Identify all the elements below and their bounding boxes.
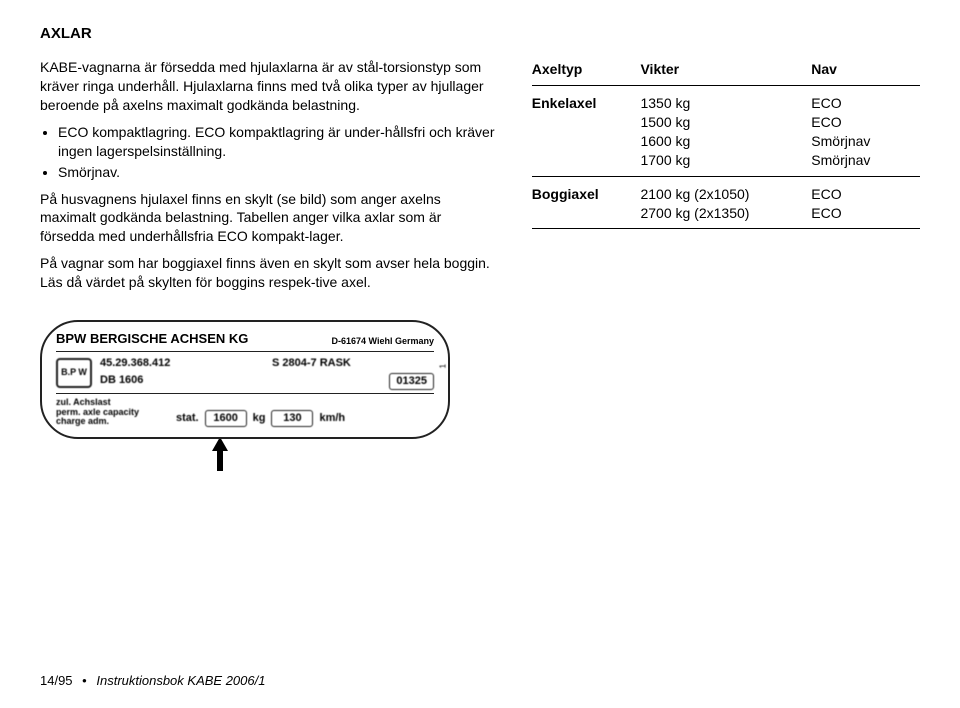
plate-field-db: DB 1606	[100, 373, 262, 390]
plate-capacity-label: zul. Achslast perm. axle capacity charge…	[56, 398, 166, 426]
table-header: Vikter	[640, 60, 811, 79]
table-cell: ECO	[811, 185, 920, 204]
plate-address: D-61674 Wiehl Germany	[332, 335, 434, 347]
pointer-arrow-icon	[200, 437, 496, 471]
table-header-row: Axeltyp Vikter Nav	[532, 60, 920, 79]
plate-divider	[56, 351, 434, 352]
table-cell: 1350 kg	[640, 94, 811, 113]
table-cell: 1700 kg	[640, 151, 811, 170]
section-heading: AXLAR	[40, 24, 920, 44]
page-footer: 14/95 • Instruktionsbok KABE 2006/1	[40, 672, 265, 690]
table-cell: 1600 kg	[640, 132, 811, 151]
table-group-boggiaxel: Boggiaxel 2100 kg (2x1050) 2700 kg (2x13…	[532, 185, 920, 223]
plate-unit-kmh: km/h	[319, 411, 345, 426]
plate-unit-kg: kg	[253, 411, 266, 426]
table-group-label: Enkelaxel	[532, 94, 641, 170]
table-separator	[532, 85, 920, 86]
table-separator	[532, 176, 920, 177]
axle-plate: BPW BERGISCHE ACHSEN KG D-61674 Wiehl Ge…	[40, 320, 450, 439]
plate-stat-weight: 1600	[205, 410, 247, 427]
bpw-logo-icon: B.P W	[56, 358, 92, 388]
table-cell: Smörjnav	[811, 132, 920, 151]
plate-stat-label: stat.	[176, 411, 199, 426]
plate-divider	[56, 393, 434, 394]
paragraph-boggi: På vagnar som har boggiaxel finns även e…	[40, 254, 496, 292]
table-group-label: Boggiaxel	[532, 185, 641, 223]
table-separator	[532, 228, 920, 229]
table-header: Nav	[811, 60, 920, 79]
right-column: Axeltyp Vikter Nav Enkelaxel 1350 kg 150…	[532, 58, 920, 470]
plate-field-type: S 2804-7 RASK	[272, 356, 434, 371]
plate-side-mark: 1	[438, 364, 449, 368]
plate-field-partno: 45.29.368.412	[100, 356, 262, 371]
axle-table: Axeltyp Vikter Nav Enkelaxel 1350 kg 150…	[532, 60, 920, 229]
plate-speed: 130	[271, 410, 313, 427]
paragraph-intro: KABE-vagnarna är försedda med hjulaxlarn…	[40, 58, 496, 115]
plate-field-serial: 01325	[389, 373, 434, 390]
axle-plate-figure: BPW BERGISCHE ACHSEN KG D-61674 Wiehl Ge…	[40, 320, 496, 471]
table-cell: 2100 kg (2x1050)	[640, 185, 811, 204]
table-cell: Smörjnav	[811, 151, 920, 170]
paragraph-skylt: På husvagnens hjulaxel finns en skylt (s…	[40, 190, 496, 247]
table-cell: ECO	[811, 113, 920, 132]
table-header: Axeltyp	[532, 60, 641, 79]
table-cell: ECO	[811, 204, 920, 223]
table-cell: 2700 kg (2x1350)	[640, 204, 811, 223]
table-group-enkelaxel: Enkelaxel 1350 kg 1500 kg 1600 kg 1700 k…	[532, 94, 920, 170]
footer-title: Instruktionsbok KABE 2006/1	[96, 673, 265, 688]
bullet-item: ECO kompaktlagring. ECO kompaktlagring ä…	[58, 123, 496, 161]
page-number: 14/95	[40, 673, 73, 688]
table-cell: ECO	[811, 94, 920, 113]
bullet-list: ECO kompaktlagring. ECO kompaktlagring ä…	[40, 123, 496, 182]
plate-values: stat. 1600 kg 130 km/h	[176, 410, 434, 427]
left-column: KABE-vagnarna är försedda med hjulaxlarn…	[40, 58, 496, 470]
table-cell: 1500 kg	[640, 113, 811, 132]
plate-brand: BPW BERGISCHE ACHSEN KG	[56, 330, 248, 348]
two-column-layout: KABE-vagnarna är försedda med hjulaxlarn…	[40, 58, 920, 470]
plate-fields-grid: 45.29.368.412 S 2804-7 RASK DB 1606 0132…	[100, 356, 434, 391]
bullet-item: Smörjnav.	[58, 163, 496, 182]
footer-bullet-icon: •	[82, 673, 87, 688]
